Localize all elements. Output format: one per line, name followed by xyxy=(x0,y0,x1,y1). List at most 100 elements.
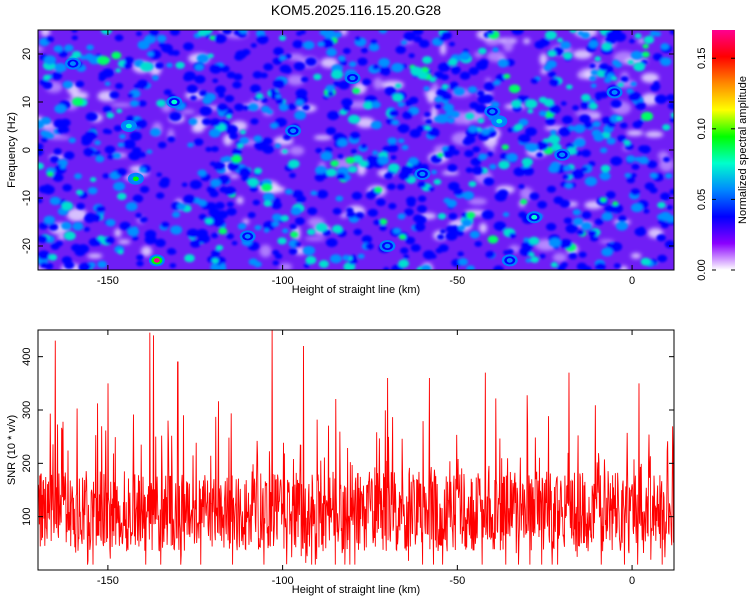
heatmap-blob xyxy=(87,187,98,195)
heatmap-blob xyxy=(113,181,126,191)
heatmap-blob xyxy=(588,161,596,167)
heatmap-blob xyxy=(348,165,358,173)
heatmap-blob xyxy=(319,30,328,36)
heatmap-blob xyxy=(534,40,545,49)
heatmap-blob xyxy=(548,104,561,114)
heatmap-low-patch xyxy=(574,109,599,117)
heatmap-blob xyxy=(104,145,116,154)
heatmap-blob xyxy=(468,180,477,188)
heatmap-blob xyxy=(494,192,507,202)
heatmap-blob xyxy=(183,71,196,81)
heatmap-blob xyxy=(457,251,464,257)
heatmap-blob xyxy=(416,125,425,132)
heatmap-blob xyxy=(156,99,166,107)
heatmap-blob xyxy=(643,208,650,214)
heatmap-blob xyxy=(117,249,124,255)
heatmap-blob xyxy=(63,261,75,270)
heatmap-blob xyxy=(611,59,620,66)
heatmap-blob xyxy=(156,172,163,177)
heatmap-blob xyxy=(269,122,279,129)
heatmap-blob xyxy=(390,155,397,160)
heatmap-blob xyxy=(62,80,73,89)
heatmap-blob xyxy=(663,156,671,163)
heatmap-blob xyxy=(613,263,621,269)
heatmap-blob xyxy=(649,172,658,179)
heatmap-low-patch xyxy=(468,197,488,206)
snr-frame xyxy=(37,329,675,571)
heatmap-low-patch xyxy=(304,236,326,241)
heatmap-blob xyxy=(427,127,440,137)
heatmap-blob xyxy=(107,154,114,160)
heatmap-blob xyxy=(188,118,198,126)
heatmap-blob xyxy=(253,135,263,142)
heatmap-blob xyxy=(61,221,72,230)
heatmap-blob xyxy=(449,41,455,47)
heatmap-blob xyxy=(197,169,207,177)
heatmap-blob xyxy=(445,231,458,241)
heatmap-blob xyxy=(155,192,165,199)
heatmap-blob xyxy=(517,95,527,103)
heatmap-low-patch xyxy=(373,77,383,90)
heatmap-low-patch xyxy=(236,196,244,205)
heatmap-blob xyxy=(375,120,382,126)
heatmap-peak xyxy=(127,172,144,185)
heatmap-blob xyxy=(562,174,570,180)
heatmap-blob xyxy=(402,111,413,120)
heatmap-blob xyxy=(634,33,642,39)
x-tick-label: 0 xyxy=(629,275,635,287)
heatmap-blob xyxy=(593,133,605,142)
heatmap-blob xyxy=(269,88,277,94)
heatmap-blob xyxy=(71,35,78,41)
heatmap-blob xyxy=(275,97,284,105)
heatmap-blob xyxy=(226,114,232,119)
heatmap-blob xyxy=(261,97,268,103)
heatmap-blob xyxy=(167,136,176,143)
y-tick-label: 10 xyxy=(21,96,33,108)
heatmap-low-patch xyxy=(294,247,306,255)
heatmap-blob xyxy=(633,62,646,72)
heatmap-blob xyxy=(252,71,263,79)
heatmap-blob xyxy=(263,228,270,233)
heatmap-blob xyxy=(187,142,194,148)
heatmap-blob xyxy=(330,69,344,80)
heatmap-blob xyxy=(43,74,51,81)
y-tick-label: 0 xyxy=(21,147,33,153)
heatmap-blob xyxy=(456,230,464,237)
heatmap-blob xyxy=(213,218,225,227)
heatmap-blob xyxy=(220,65,230,73)
heatmap-blob xyxy=(326,48,337,57)
heatmap-low-patch xyxy=(573,49,593,60)
heatmap-blob xyxy=(410,244,421,252)
heatmap-blob xyxy=(111,51,122,60)
heatmap-blob xyxy=(273,47,284,56)
heatmap-blob xyxy=(239,30,248,34)
heatmap-blob xyxy=(437,152,444,158)
heatmap-blob xyxy=(568,252,578,260)
heatmap-blob xyxy=(50,242,60,250)
heatmap-blob xyxy=(610,99,622,109)
heatmap-blob xyxy=(202,96,213,105)
heatmap-blob xyxy=(408,157,419,166)
heatmap-low-patch xyxy=(181,109,195,115)
colorbar-gradient xyxy=(712,30,735,270)
heatmap-blob xyxy=(38,250,50,260)
snr-x-ticks: -150 -100 -50 0 xyxy=(97,330,635,587)
heatmap-blob xyxy=(638,145,648,153)
heatmap-blob xyxy=(397,101,405,108)
heatmap-blob xyxy=(537,200,548,209)
heatmap-blob xyxy=(175,61,185,69)
heatmap-blob xyxy=(499,153,509,160)
heatmap-blob xyxy=(239,129,246,135)
heatmap-blob xyxy=(530,78,539,84)
heatmap-low-patch xyxy=(626,129,644,136)
heatmap-blob xyxy=(310,190,318,196)
heatmap-blob xyxy=(488,126,495,132)
heatmap-blob xyxy=(581,222,592,231)
heatmap-blob xyxy=(95,155,105,163)
heatmap-blob xyxy=(38,197,43,204)
heatmap-blob xyxy=(124,56,134,64)
heatmap-blob xyxy=(657,254,668,263)
heatmap-peak xyxy=(606,86,623,99)
heatmap-blob xyxy=(199,106,212,116)
heatmap-blob xyxy=(392,265,399,270)
